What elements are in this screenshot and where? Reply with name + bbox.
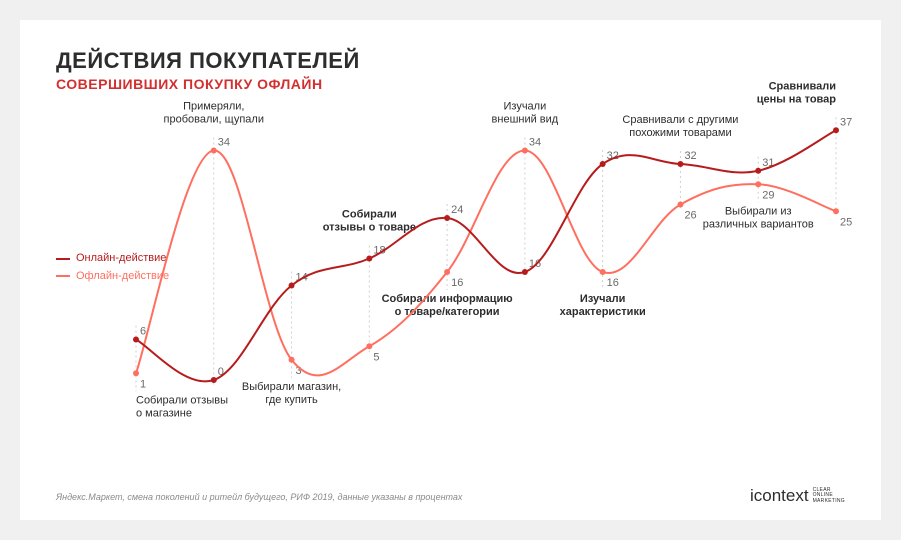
chart-area: 61Собирали отзывыо магазине034Примеряли,… — [56, 110, 845, 465]
point-caption: где купить — [265, 394, 318, 406]
point-caption: Сравнивали — [769, 80, 836, 92]
value-online: 32 — [684, 150, 696, 162]
point-caption: о магазине — [136, 407, 192, 419]
value-offline: 34 — [218, 137, 230, 149]
marker-online — [677, 161, 683, 167]
value-offline: 26 — [684, 210, 696, 222]
value-online: 37 — [840, 116, 852, 128]
point-caption: Изучали — [504, 101, 547, 113]
point-caption: Собирали информацию — [382, 293, 513, 305]
point-caption: различных вариантов — [703, 218, 814, 230]
point-caption: цены на товар — [757, 93, 836, 105]
marker-offline — [522, 148, 528, 154]
value-offline: 29 — [762, 189, 774, 201]
marker-online — [755, 168, 761, 174]
marker-offline — [833, 208, 839, 214]
series-online — [136, 130, 836, 381]
value-offline: 16 — [451, 277, 463, 289]
marker-offline — [444, 269, 450, 275]
legend-swatch-online — [56, 258, 70, 260]
legend-item-online: Онлайн-действие — [56, 250, 169, 268]
point-caption: Собирали отзывы — [136, 394, 228, 406]
value-offline: 5 — [373, 351, 379, 363]
marker-online — [600, 161, 606, 167]
point-caption: Собирали — [342, 209, 397, 221]
legend-item-offline: Офлайн-действие — [56, 268, 169, 286]
marker-online — [133, 337, 139, 343]
point-caption: Выбирали магазин, — [242, 381, 341, 393]
marker-online — [366, 256, 372, 262]
brand-logo: icontext CLEAR ONLINE MARKETING — [750, 486, 845, 506]
point-caption: пробовали, щупали — [164, 114, 264, 126]
slide-title: ДЕЙСТВИЯ ПОКУПАТЕЛЕЙ — [56, 48, 845, 74]
point-caption: Примеряли, — [183, 101, 244, 113]
value-online: 24 — [451, 204, 463, 216]
series-offline — [136, 150, 836, 375]
point-caption: о товаре/категории — [395, 306, 500, 318]
value-offline: 16 — [607, 277, 619, 289]
marker-online — [833, 127, 839, 133]
footnote: Яндекс.Маркет, смена поколений и ритейл … — [56, 492, 462, 502]
value-offline: 25 — [840, 216, 852, 228]
point-caption: Выбирали из — [725, 205, 792, 217]
brand-name: icontext — [750, 486, 809, 506]
point-caption: Изучали — [580, 293, 625, 305]
value-offline: 34 — [529, 137, 541, 149]
marker-offline — [289, 357, 295, 363]
marker-offline — [677, 202, 683, 208]
marker-offline — [211, 148, 217, 154]
value-online: 6 — [140, 326, 146, 338]
marker-online — [211, 377, 217, 383]
point-caption: внешний вид — [492, 114, 559, 126]
brand-tag: CLEAR ONLINE MARKETING — [813, 488, 845, 504]
legend-label-offline: Офлайн-действие — [76, 268, 169, 286]
legend: Онлайн-действие Офлайн-действие — [56, 250, 169, 285]
point-caption: отзывы о товаре — [323, 222, 416, 234]
marker-offline — [600, 269, 606, 275]
line-chart: 61Собирали отзывыо магазине034Примеряли,… — [56, 110, 845, 465]
slide-subtitle: СОВЕРШИВШИХ ПОКУПКУ ОФЛАЙН — [56, 76, 845, 92]
point-caption: характеристики — [560, 306, 646, 318]
marker-offline — [366, 343, 372, 349]
marker-offline — [133, 370, 139, 376]
legend-swatch-offline — [56, 275, 70, 277]
value-offline: 1 — [140, 378, 146, 390]
marker-online — [522, 269, 528, 275]
marker-online — [444, 215, 450, 221]
marker-online — [289, 283, 295, 289]
point-caption: похожими товарами — [629, 127, 731, 139]
slide: ДЕЙСТВИЯ ПОКУПАТЕЛЕЙ СОВЕРШИВШИХ ПОКУПКУ… — [20, 20, 881, 520]
legend-label-online: Онлайн-действие — [76, 250, 166, 268]
marker-offline — [755, 181, 761, 187]
point-caption: Сравнивали с другими — [622, 114, 738, 126]
